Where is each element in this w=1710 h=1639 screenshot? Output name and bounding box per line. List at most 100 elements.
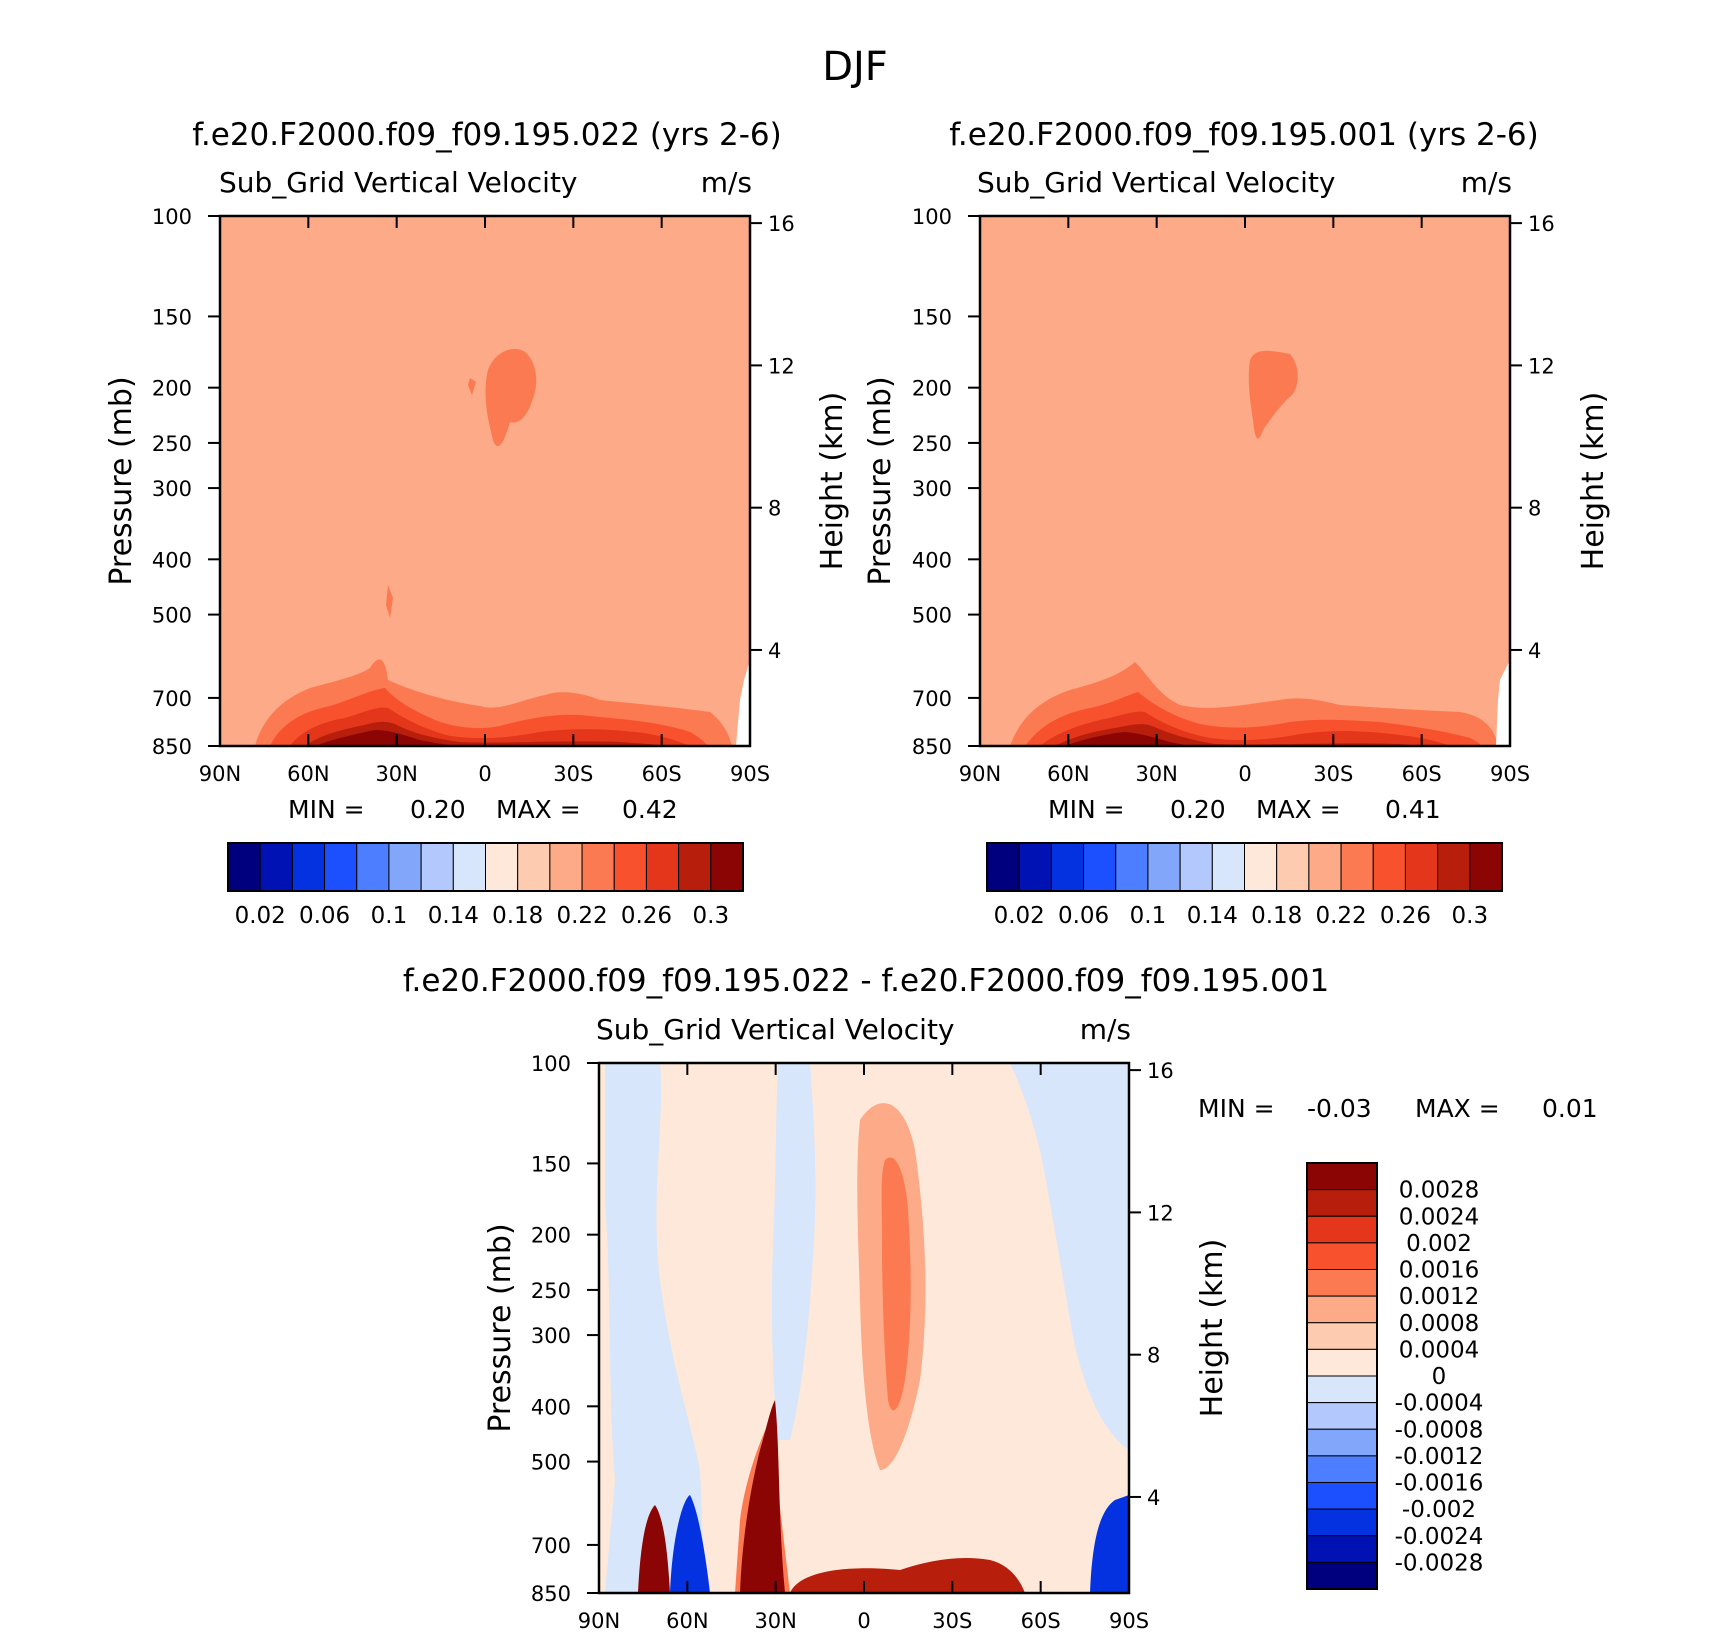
colorbar-2-label: 0.18 [1251,903,1302,929]
colorbar-1-swatch [549,842,583,892]
colorbar-3-swatch [1306,1162,1378,1191]
colorbar-3-swatch [1306,1322,1378,1350]
panel-3-neg-region-mid [771,1063,816,1440]
colorbar-1-label: 0.3 [693,903,730,929]
panel-3-xtick-label: 90S [1109,1609,1149,1633]
panel-1-lower-band-5 [315,730,455,746]
panel-1-xtick-label: 90S [730,762,770,786]
panel-2-ytick-label: 100 [912,205,952,229]
colorbar-2-label: 0.22 [1315,903,1366,929]
panel-2-ytick-right-label: 8 [1528,497,1541,521]
colorbar-3-label: 0.0012 [1399,1284,1479,1310]
panel-1-plot [218,214,752,748]
panel-3-min-value: -0.03 [1307,1094,1372,1123]
colorbar-2-swatch [1437,842,1471,892]
colorbar-2-frame [986,842,1503,892]
colorbar-3-swatch [1306,1402,1378,1430]
panel-1-ytick-label: 250 [152,432,192,456]
panel-3-ylabel-right: Height (km) [1195,1239,1230,1418]
panel-1-xtick-label: 60N [287,762,329,786]
colorbar-3-label: -0.0008 [1395,1417,1484,1443]
panel-2-xtick-label: 90S [1490,762,1530,786]
colorbar-1-label: 0.06 [299,903,350,929]
colorbar-1-swatch [517,842,551,892]
panel-1-variable: Sub_Grid Vertical Velocity [219,166,578,199]
panel-2-ytick-label: 850 [912,735,952,759]
panel-1-max-value: 0.42 [622,795,678,824]
panel-2-ytick-label: 500 [912,604,952,628]
colorbar-3-swatch [1306,1375,1378,1404]
panel-3-ytick-label: 100 [531,1052,571,1076]
panel-3-surface-band [790,1558,1025,1593]
colorbar-3-swatch [1306,1269,1378,1297]
panel-2-missing-corner [1496,660,1510,746]
colorbar-2-swatch [1276,842,1310,892]
colorbar-2-swatch [1244,842,1278,892]
colorbar-1-swatch [710,842,744,892]
panel-3-xtick-label: 30N [754,1609,796,1633]
panel-3-xtick-label: 90N [578,1609,620,1633]
panel-1-ytick-label: 850 [152,735,192,759]
panel-1-small-blob [468,378,476,395]
panel-3-xtick-label: 60S [1021,1609,1061,1633]
colorbar-2-swatch [1050,842,1085,892]
panel-2-ylabel-right: Height (km) [1576,392,1611,571]
colorbar-1-swatch [388,842,422,892]
colorbar-1-frame [227,842,744,892]
panel-2-units: m/s [1461,166,1512,199]
panel-2-background [980,216,1510,746]
colorbar-3-swatch [1306,1189,1378,1217]
colorbar-3-label: -0.0028 [1395,1550,1484,1576]
colorbar-2-swatch [986,842,1020,892]
panel-2-min-value: 0.20 [1170,795,1226,824]
colorbar-3-label: -0.0016 [1395,1471,1484,1497]
panel-2-min-label: MIN = [1048,795,1125,824]
colorbar-3-label: 0 [1432,1364,1447,1390]
panel-3-units: m/s [1080,1013,1131,1046]
panel-2-ytick-label: 150 [912,305,952,329]
panel-1-units: m/s [701,166,752,199]
panel-1-mid-blob [386,585,393,618]
panel-2-xtick-label: 0 [1238,762,1251,786]
colorbar-3-label: 0.0004 [1399,1337,1479,1363]
colorbar-2-label: 0.1 [1130,903,1167,929]
panel-1-missing-corner [736,660,750,746]
colorbar-1-swatch [291,842,326,892]
panel-3-neg-polar-s [1090,1495,1129,1593]
panel-2-plot [978,214,1512,748]
colorbar-2-label: 0.14 [1187,903,1238,929]
panel-3-title: f.e20.F2000.f09_f09.195.022 - f.e20.F200… [403,963,1329,999]
panel-2-ytick-label: 250 [912,432,952,456]
colorbar-1-label: 0.14 [428,903,479,929]
colorbar-3-swatch [1306,1561,1378,1590]
panel-1-ytick-label: 150 [152,305,192,329]
panel-1-ylabel: Pressure (mb) [104,376,139,585]
colorbar-3-label: -0.0024 [1395,1524,1484,1550]
panel-3-xtick-label: 60N [666,1609,708,1633]
colorbar-1-label: 0.1 [371,903,408,929]
panel-3-ytick-label: 500 [531,1451,571,1475]
panel-3-pos-tropics-core [881,1157,911,1411]
panel-1-ytick-label: 100 [152,205,192,229]
panel-1: f.e20.F2000.f09_f09.195.022 (yrs 2-6) Su… [104,117,850,824]
colorbar-3-label: -0.0004 [1395,1391,1484,1417]
panel-1-ytick-label: 300 [152,477,192,501]
panel-2-xtick-label: 30S [1313,762,1353,786]
panel-3-neg-region-west [605,1063,705,1593]
panel-2: f.e20.F2000.f09_f09.195.001 (yrs 2-6) Su… [863,117,1611,824]
panel-2-ytick-right-label: 16 [1528,212,1555,236]
panel-3-max-value: 0.01 [1542,1094,1598,1123]
colorbar-3-label: 0.0024 [1399,1204,1479,1230]
panel-1-xtick-label: 30S [553,762,593,786]
panel-2-max-value: 0.41 [1385,795,1441,824]
panel-3-ytick-label: 150 [531,1152,571,1176]
panel-2-xtick-label: 90N [959,762,1001,786]
panel-2-ytick-right-label: 4 [1528,639,1541,663]
panel-1-ytick-label: 500 [152,604,192,628]
colorbar-1-label: 0.22 [556,903,607,929]
panel-2-ytick-label: 700 [912,687,952,711]
colorbar-1-swatch [324,842,358,892]
colorbar-1-label: 0.26 [621,903,672,929]
panel-2-upper-blob [1248,350,1298,439]
